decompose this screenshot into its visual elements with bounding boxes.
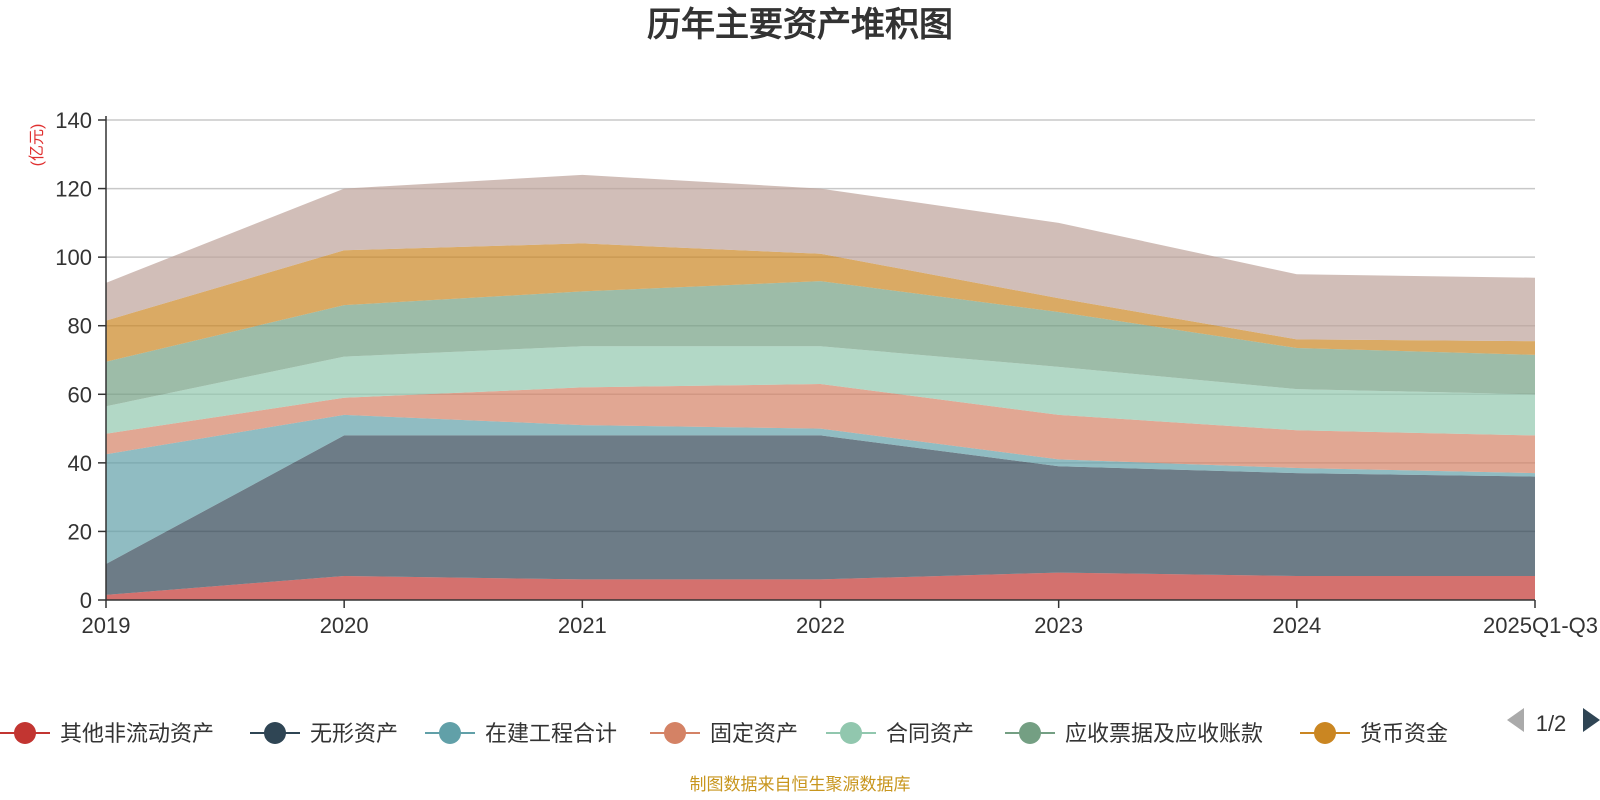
series-area-7 (106, 174, 1535, 342)
legend-label: 其他非流动资产 (60, 721, 214, 746)
legend-marker-icon (1314, 722, 1336, 744)
legend-label: 在建工程合计 (485, 721, 617, 746)
legend-label: 无形资产 (310, 721, 398, 746)
legend: 其他非流动资产 无形资产 在建工程合计 固定资产 合同资产 应收票据及应收账款 货币资金 (0, 721, 1448, 746)
series-area-5 (106, 281, 1535, 407)
legend-item-0[interactable]: 其他非流动资产 (0, 721, 214, 746)
legend-marker-icon (840, 722, 862, 744)
legend-next-page-icon[interactable] (1583, 708, 1600, 732)
x-tick-label: 2023 (1034, 613, 1083, 638)
legend-marker-icon (1019, 722, 1041, 744)
legend-label: 货币资金 (1360, 721, 1448, 746)
y-tick-label: 0 (80, 588, 92, 613)
legend-marker-icon (439, 722, 461, 744)
series-area-6 (106, 243, 1535, 362)
legend-item-2[interactable]: 在建工程合计 (425, 721, 617, 746)
legend-marker-icon (664, 722, 686, 744)
y-tick-label: 80 (68, 314, 92, 339)
x-tick-label: 2021 (558, 613, 607, 638)
chart-title: 历年主要资产堆积图 (647, 6, 953, 44)
axes: 0 20 40 60 80 100 120 140 2019 2020 2021 2022 2023 20… (55, 108, 1598, 638)
legend-label: 合同资产 (886, 721, 974, 746)
x-tick-label: 2024 (1272, 613, 1321, 638)
legend-label: 应收票据及应收账款 (1065, 721, 1263, 746)
y-tick-label: 60 (68, 382, 92, 407)
legend-prev-page-icon[interactable] (1507, 708, 1524, 732)
y-tick-label: 140 (55, 108, 92, 133)
source-note: 制图数据来自恒生聚源数据库 (690, 775, 911, 794)
legend-label: 固定资产 (710, 721, 798, 746)
legend-item-5[interactable]: 应收票据及应收账款 (1005, 721, 1263, 746)
y-tick-label: 40 (68, 451, 92, 476)
x-tick-label: 2019 (82, 613, 131, 638)
legend-item-4[interactable]: 合同资产 (826, 721, 974, 746)
legend-item-6[interactable]: 货币资金 (1300, 721, 1448, 746)
series-area-0 (106, 572, 1535, 600)
y-tick-label: 20 (68, 519, 92, 544)
legend-pager: 1/2 (1507, 708, 1600, 736)
series-area-4 (106, 346, 1535, 436)
y-tick-label: 100 (55, 245, 92, 270)
legend-item-1[interactable]: 无形资产 (250, 721, 398, 746)
series-areas (106, 174, 1535, 600)
x-tick-label: 2025Q1-Q3 (1483, 613, 1598, 638)
x-tick-label: 2022 (796, 613, 845, 638)
legend-marker-icon (14, 722, 36, 744)
series-area-1 (106, 435, 1535, 595)
legend-item-3[interactable]: 固定资产 (650, 721, 798, 746)
x-tick-label: 2020 (320, 613, 369, 638)
legend-page-indicator: 1/2 (1536, 711, 1567, 736)
series-area-3 (106, 384, 1535, 474)
y-axis-unit-label: (亿元) (28, 124, 46, 167)
legend-marker-icon (264, 722, 286, 744)
y-tick-label: 120 (55, 177, 92, 202)
